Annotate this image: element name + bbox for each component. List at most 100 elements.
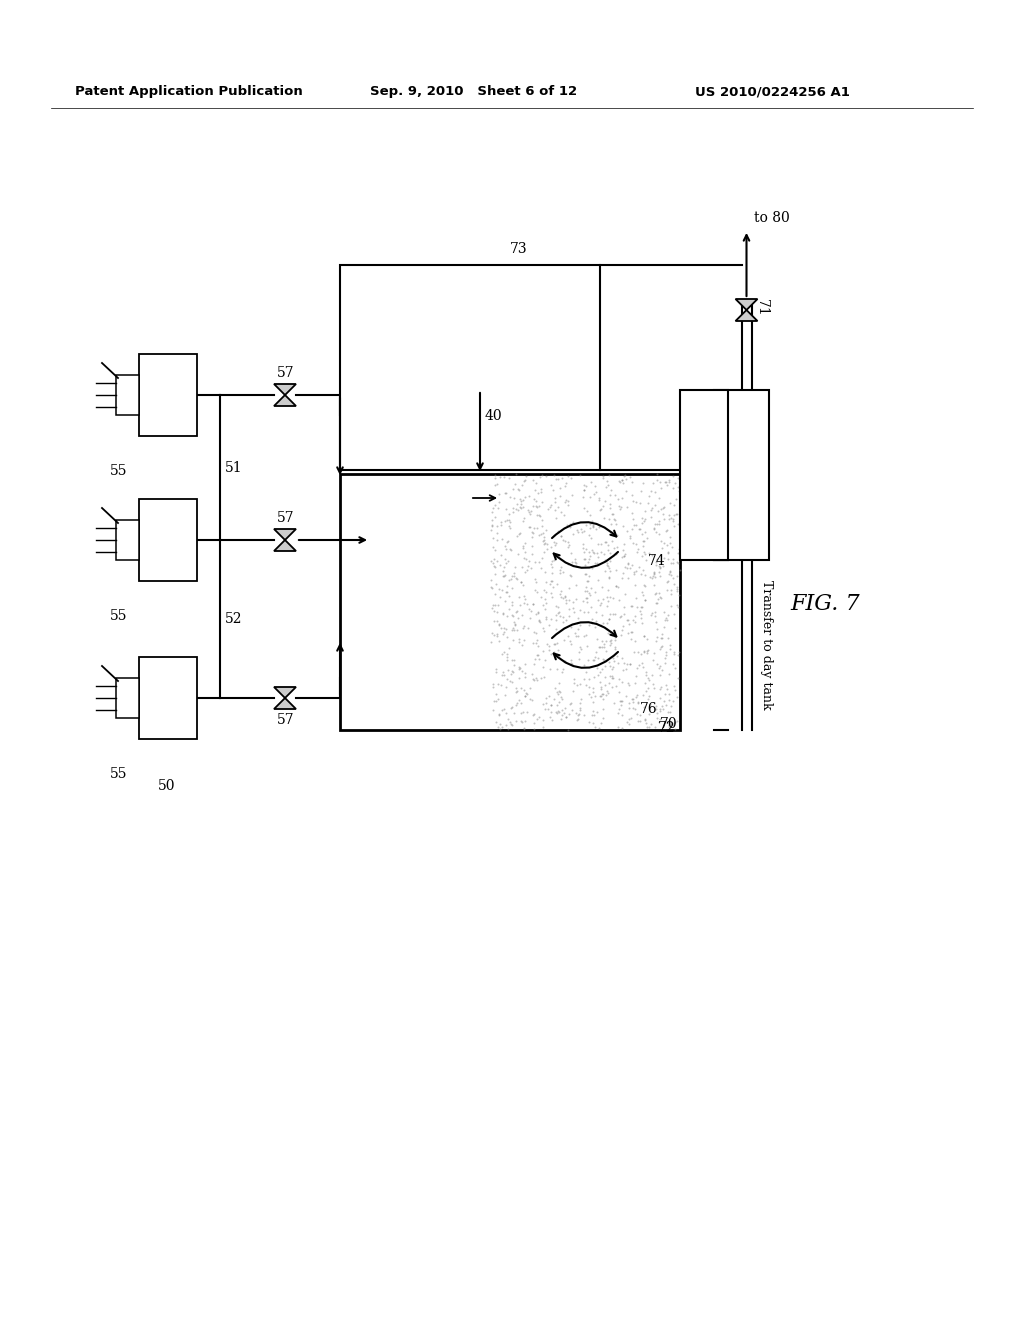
Point bbox=[616, 597, 633, 618]
Point bbox=[553, 586, 569, 607]
Point bbox=[600, 672, 616, 693]
Point bbox=[665, 653, 681, 675]
Point bbox=[553, 557, 569, 578]
Point bbox=[513, 710, 529, 731]
Point bbox=[648, 521, 665, 543]
Point bbox=[659, 543, 676, 564]
Point bbox=[594, 467, 610, 488]
Point bbox=[506, 487, 522, 508]
Point bbox=[666, 643, 682, 664]
Point bbox=[551, 478, 567, 499]
Point bbox=[559, 719, 575, 741]
Point bbox=[634, 524, 650, 545]
Point bbox=[670, 597, 686, 618]
Point bbox=[497, 590, 513, 611]
Point bbox=[628, 587, 644, 609]
Point bbox=[580, 649, 596, 671]
Point bbox=[622, 525, 638, 546]
Point bbox=[608, 675, 625, 696]
Point bbox=[650, 561, 667, 582]
Point bbox=[592, 594, 608, 615]
Point bbox=[569, 520, 586, 541]
Point bbox=[504, 605, 520, 626]
Point bbox=[593, 685, 609, 706]
Point bbox=[531, 524, 548, 545]
Point bbox=[649, 708, 666, 729]
Point bbox=[507, 474, 523, 495]
Point bbox=[635, 685, 651, 706]
Point bbox=[486, 548, 503, 569]
Point bbox=[521, 550, 538, 572]
Text: 76: 76 bbox=[640, 702, 657, 715]
Point bbox=[652, 688, 669, 709]
Point bbox=[637, 673, 653, 694]
Point bbox=[529, 504, 546, 525]
Point bbox=[511, 479, 527, 500]
Point bbox=[565, 598, 582, 619]
Point bbox=[505, 618, 521, 639]
Point bbox=[509, 619, 525, 640]
Point bbox=[493, 714, 509, 735]
Point bbox=[607, 639, 624, 660]
Point bbox=[662, 717, 678, 738]
Point bbox=[521, 677, 538, 698]
Point bbox=[543, 536, 559, 557]
Point bbox=[629, 515, 645, 536]
Point bbox=[617, 480, 634, 502]
Point bbox=[597, 532, 613, 553]
Point bbox=[486, 583, 503, 605]
Point bbox=[599, 535, 615, 556]
Point bbox=[570, 642, 587, 663]
Point bbox=[527, 568, 544, 589]
Point bbox=[546, 531, 562, 552]
Point bbox=[666, 675, 682, 696]
Polygon shape bbox=[274, 686, 296, 698]
Point bbox=[495, 603, 511, 624]
Point bbox=[581, 711, 597, 733]
Point bbox=[662, 635, 678, 656]
Point bbox=[488, 515, 505, 536]
Point bbox=[600, 540, 616, 561]
Point bbox=[602, 498, 618, 519]
Point bbox=[644, 473, 660, 494]
Point bbox=[511, 524, 527, 545]
Bar bbox=[116, 375, 139, 414]
Point bbox=[488, 601, 505, 622]
Point bbox=[516, 507, 532, 528]
Point bbox=[541, 686, 557, 708]
Point bbox=[518, 548, 535, 569]
Point bbox=[505, 605, 521, 626]
Point bbox=[615, 515, 632, 536]
Point bbox=[578, 675, 594, 696]
Point bbox=[556, 475, 572, 496]
Point bbox=[547, 535, 563, 556]
Point bbox=[557, 586, 573, 607]
Point bbox=[542, 573, 558, 594]
Point bbox=[595, 544, 611, 565]
Point bbox=[488, 626, 505, 647]
Point bbox=[585, 515, 601, 536]
Point bbox=[611, 496, 628, 517]
Point bbox=[520, 618, 537, 639]
Point bbox=[602, 586, 618, 607]
Point bbox=[634, 512, 650, 533]
Point bbox=[546, 549, 562, 570]
Point bbox=[497, 549, 513, 570]
Point bbox=[550, 546, 566, 568]
Point bbox=[652, 656, 669, 677]
Point bbox=[584, 511, 600, 532]
Point bbox=[585, 541, 601, 562]
Point bbox=[621, 568, 637, 589]
Point bbox=[630, 642, 646, 663]
Point bbox=[528, 517, 545, 539]
Point bbox=[506, 565, 522, 586]
Point bbox=[647, 582, 664, 603]
Point bbox=[655, 556, 672, 577]
Point bbox=[482, 570, 499, 591]
Point bbox=[638, 661, 654, 682]
Point bbox=[559, 491, 575, 512]
Point bbox=[501, 510, 517, 531]
Point bbox=[625, 610, 641, 631]
Bar bbox=[139, 499, 197, 581]
Point bbox=[652, 531, 669, 552]
